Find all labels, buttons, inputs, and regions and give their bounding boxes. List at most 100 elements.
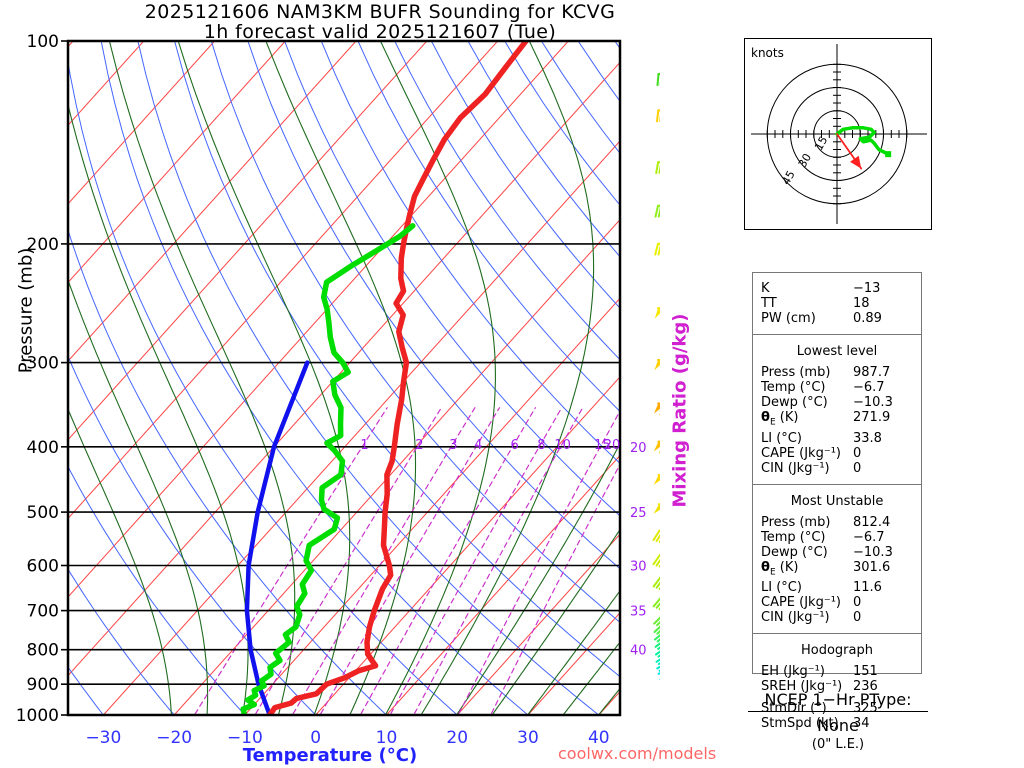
pressure-tick: 600 (27, 556, 59, 576)
hodograph-stat-row: EH (Jkg⁻¹) 151 (753, 664, 921, 679)
lowest-level-key: Press (mb) (761, 365, 831, 380)
lowest-level-value: 33.8 (853, 430, 882, 446)
stat-index-value: 18 (853, 296, 870, 311)
hodograph-stat-key: EH (Jkg⁻¹) (761, 664, 825, 680)
lowest-level-row: Temp (°C) −6.7 (753, 380, 921, 395)
temperature-axis-label: Temperature (°C) (242, 745, 418, 766)
lowest-level-value: 0 (853, 460, 862, 476)
most-unstable-key: CIN (Jkg⁻¹) (761, 610, 830, 626)
mixing-ratio-right-tick: 35 (630, 605, 647, 620)
stats-most-unstable-section: Most Unstable Press (mb) 812.4 Temp (°C) −6… (753, 485, 921, 635)
most-unstable-row: LI (°C) 11.6 (753, 580, 921, 595)
most-unstable-row: Temp (°C) −6.7 (753, 530, 921, 545)
pressure-tick: 100 (27, 32, 59, 52)
dewpoint-curve (240, 223, 416, 715)
most-unstable-value: 0 (853, 595, 862, 611)
most-unstable-value: 812.4 (853, 514, 891, 530)
hodograph-stat-value: 151 (853, 664, 878, 680)
lowest-level-key: Temp (°C) (761, 380, 826, 395)
temperature-tick: 10 (376, 728, 398, 748)
hodograph-stat-key: StmDir (°) (761, 701, 827, 717)
pressure-tick: 400 (27, 438, 59, 458)
ptype-header: NCEP 1−Hr PType: (748, 690, 928, 712)
most-unstable-value: −6.7 (853, 529, 885, 545)
hodograph-stat-key: SREH (Jkg⁻¹) (761, 679, 843, 695)
wind-barb-column (652, 72, 660, 681)
lowest-level-key: Dewp (°C) (761, 395, 828, 410)
mixing-ratio-tick: 15 (594, 438, 611, 453)
lowest-level-value: 271.9 (853, 410, 891, 425)
hodograph-units-label: knots (751, 46, 784, 60)
temperature-tick: −10 (227, 728, 263, 748)
most-unstable-row: Dewp (°C) −10.3 (753, 545, 921, 560)
stat-index-value: 0.89 (853, 311, 882, 326)
hodograph-stat-value: 236 (853, 679, 878, 695)
most-unstable-title: Most Unstable (790, 493, 884, 509)
most-unstable-key: LI (°C) (761, 580, 802, 596)
mixing-ratio-right-tick: 25 (630, 506, 647, 521)
mixing-ratio-tick: 1 (360, 438, 368, 453)
lowest-level-row: CAPE (Jkg⁻¹) 0 (753, 446, 921, 461)
pressure-tick: 300 (27, 354, 59, 374)
mixing-ratio-tick: 20 (604, 438, 621, 453)
most-unstable-key: Temp (°C) (761, 529, 826, 545)
most-unstable-value: 301.6 (853, 559, 891, 575)
watermark: coolwx.com/models (558, 744, 717, 763)
temperature-tick: −20 (156, 728, 192, 748)
pressure-tick: 700 (27, 602, 59, 622)
lowest-level-row: θE (K) 271.9 (753, 410, 921, 431)
stats-lowest-level-section: Lowest level Press (mb) 987.7 Temp (°C) −6.… (753, 335, 921, 485)
most-unstable-key: θE (K) (761, 559, 799, 578)
lowest-level-value: 0 (853, 445, 862, 461)
lowest-level-row: Press (mb) 987.7 (753, 365, 921, 380)
temperature-curve (266, 41, 529, 715)
temperature-tick: 20 (446, 728, 468, 748)
stat-index-row: K −13 (753, 281, 921, 296)
hodograph-panel: knots 15 30 45 (744, 38, 932, 230)
pressure-tick: 1000 (16, 706, 59, 726)
mixing-ratio-right-tick: 40 (630, 644, 647, 659)
most-unstable-row: Press (mb) 812.4 (753, 515, 921, 530)
hodograph-stat-row: StmDir (°) 325 (753, 701, 921, 716)
hodograph-trace (835, 126, 892, 158)
pressure-tick: 500 (27, 503, 59, 523)
pressure-tick: 900 (27, 675, 59, 695)
stat-index-key: TT (761, 296, 777, 311)
page-subtitle: 1h forecast valid 2025121607 (Tue) (203, 21, 557, 43)
lowest-level-row: LI (°C) 33.8 (753, 431, 921, 446)
mixing-ratio-tick: 6 (510, 438, 518, 453)
ptype-value: None (817, 716, 859, 735)
hodograph-ring-label: 30 (796, 151, 814, 170)
temperature-tick-labels: −30 −20 −10 0 10 20 30 40 (85, 728, 609, 748)
sounding-stats-panel: K −13 TT 18 PW (cm) 0.89 Lowest level Press (… (752, 272, 922, 731)
hodograph-stat-row: StmSpd (kt) 34 (753, 716, 921, 731)
stats-indices-section: K −13 TT 18 PW (cm) 0.89 (753, 273, 921, 335)
hodograph-ring-label: 15 (812, 134, 830, 153)
most-unstable-row: CIN (Jkg⁻¹) 0 (753, 610, 921, 625)
lowest-level-value: −6.7 (853, 380, 885, 395)
ptype-panel: NCEP 1−Hr PType: None (0" L.E.) (748, 690, 928, 752)
mixing-ratio-tick: 10 (554, 438, 571, 453)
lowest-level-key: CAPE (Jkg⁻¹) (761, 445, 841, 461)
most-unstable-row: CAPE (Jkg⁻¹) 0 (753, 595, 921, 610)
lowest-level-value: −10.3 (853, 395, 893, 410)
most-unstable-value: 11.6 (853, 580, 882, 596)
mixing-ratio-tick: 8 (537, 438, 545, 453)
most-unstable-row: θE (K) 301.6 (753, 560, 921, 581)
mixing-ratio-right-tick: 20 (630, 441, 647, 456)
hodograph-ring-label: 45 (780, 168, 798, 187)
lowest-level-title: Lowest level (796, 344, 878, 359)
most-unstable-key: CAPE (Jkg⁻¹) (761, 595, 841, 611)
temperature-tick: 40 (588, 728, 610, 748)
hodograph-stat-value: 34 (853, 716, 870, 732)
hodograph-stat-key: StmSpd (kt) (761, 716, 839, 732)
most-unstable-value: −10.3 (853, 544, 893, 560)
lowest-level-row: CIN (Jkg⁻¹) 0 (753, 461, 921, 476)
pressure-tick-labels: 100 200 300 400 500 600 700 800 900 1000 (16, 32, 68, 726)
hodograph-stats-title: Hodograph (801, 643, 873, 659)
pressure-tick: 200 (27, 235, 59, 255)
mixing-ratio-axis-label: Mixing Ratio (g/kg) (669, 313, 691, 508)
temperature-tick: 30 (517, 728, 539, 748)
